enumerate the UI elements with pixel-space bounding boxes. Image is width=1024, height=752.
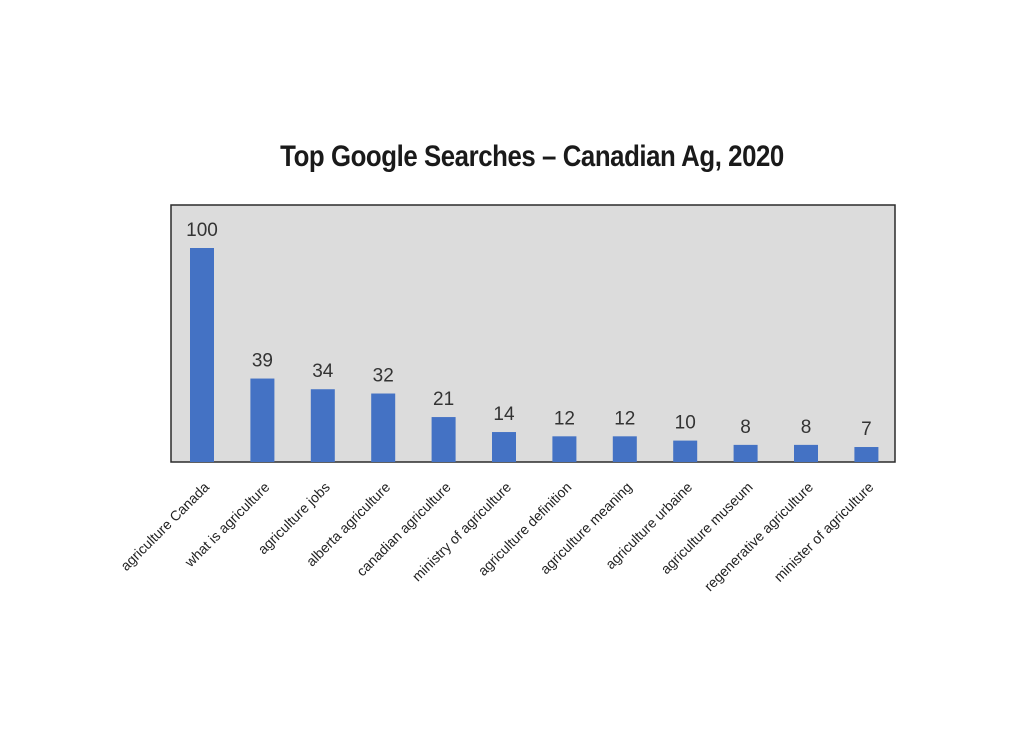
data-label: 7 (861, 419, 872, 440)
bars-group (190, 248, 879, 462)
plot-area (170, 204, 896, 463)
data-label: 8 (801, 417, 812, 438)
data-label: 21 (433, 389, 454, 410)
bar (854, 447, 879, 462)
data-label: 12 (614, 408, 635, 429)
bar (431, 417, 456, 462)
bar (733, 444, 758, 462)
data-label: 12 (554, 408, 575, 429)
data-label: 32 (373, 366, 394, 387)
category-tick-label: minister of agriculture (771, 479, 877, 585)
bar (190, 248, 214, 462)
category-tick-label: ministry of agriculture (409, 479, 515, 585)
data-label: 34 (312, 361, 334, 382)
data-label: 8 (740, 417, 751, 438)
bar (250, 378, 275, 462)
data-label: 14 (493, 404, 515, 425)
data-label: 100 (186, 220, 218, 241)
bar (552, 436, 577, 462)
bar (310, 389, 335, 462)
bar (673, 440, 698, 462)
bar (794, 444, 818, 462)
bar (612, 436, 637, 462)
value-labels-group: 100 39 34 32 21 14 12 12 10 8 8 7 (186, 220, 872, 440)
data-label: 10 (675, 413, 696, 434)
chart-title: Top Google Searches – Canadian Ag, 2020 (280, 140, 784, 173)
bar (492, 432, 516, 462)
category-tick-label: regenerative agriculture (701, 479, 816, 594)
data-label: 39 (252, 351, 273, 372)
bar (371, 393, 396, 462)
